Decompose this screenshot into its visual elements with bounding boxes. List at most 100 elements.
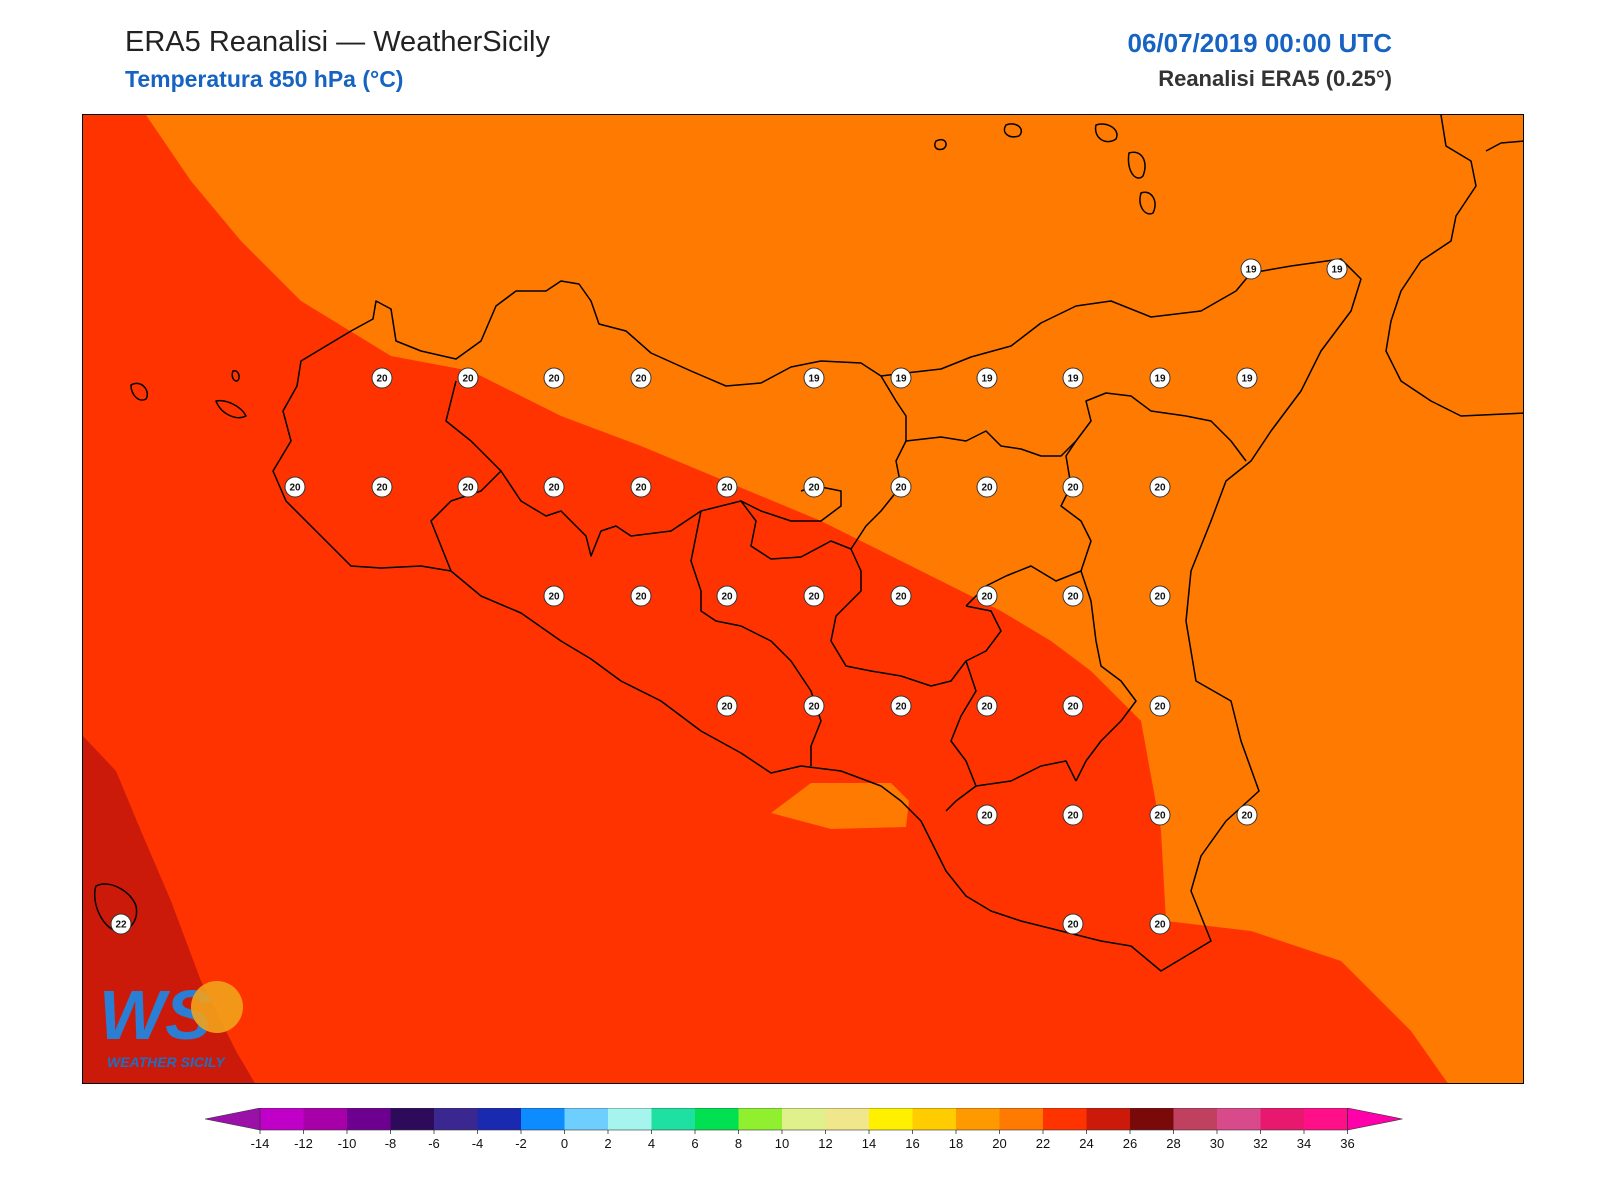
colorbar-tick-label: -2 [515,1136,527,1151]
station-circle [371,367,393,389]
station-marker: 20 [890,476,912,498]
station-marker: 20 [976,804,998,826]
colorbar-tick-label: 30 [1210,1136,1224,1151]
station-circle [803,476,825,498]
station-circle [630,367,652,389]
colorbar-segment [695,1108,739,1130]
colorbar-tick-label: 4 [648,1136,655,1151]
station-value: 20 [1067,702,1079,713]
station-circle [1062,804,1084,826]
band-18-20-north [146,115,1523,1083]
station-marker: 20 [457,476,479,498]
station-circle [1062,585,1084,607]
map-subtitle: Temperatura 850 hPa (°C) [125,66,404,92]
station-value: 20 [635,483,647,494]
weathersicily-logo: WS WEATHER SICILY [99,976,243,1070]
station-circle [543,585,565,607]
station-marker: 20 [457,367,479,389]
station-value: 19 [808,374,820,385]
station-value: 20 [721,592,733,603]
station-marker: 20 [890,695,912,717]
station-marker: 20 [803,476,825,498]
station-circle [1062,367,1084,389]
station-value: 20 [1067,811,1079,822]
colorbar-tick-label: -4 [472,1136,484,1151]
station-value: 20 [808,483,820,494]
station-values: 19 19 20 20 20 20 19 19 19 19 19 19 20 20 20 20 20 20 20 20… [110,258,1348,935]
station-circle [890,585,912,607]
station-value: 20 [635,592,647,603]
station-value: 20 [1154,592,1166,603]
colorbar-segment [1304,1108,1348,1130]
station-circle [976,367,998,389]
station-value: 20 [548,483,560,494]
station-circle [803,585,825,607]
band-22-24 [83,736,255,1083]
station-value: 20 [721,702,733,713]
station-value: 20 [981,811,993,822]
colorbar-tick-label: 26 [1123,1136,1137,1151]
station-marker: 19 [976,367,998,389]
station-marker: 20 [1062,913,1084,935]
colorbar-segment [260,1108,304,1130]
station-circle [1062,695,1084,717]
colorbar-tick-label: 22 [1036,1136,1050,1151]
station-marker: 19 [1236,367,1258,389]
colorbar-segment [564,1108,609,1130]
station-circle [803,367,825,389]
station-marker: 22 [110,913,132,935]
station-circle [371,476,393,498]
station-value: 20 [376,374,388,385]
station-circle [1149,367,1171,389]
station-marker: 20 [1149,695,1171,717]
station-value: 20 [1154,483,1166,494]
station-marker: 19 [890,367,912,389]
colorbar-tick-label: 0 [561,1136,568,1151]
station-circle [716,585,738,607]
station-value: 19 [895,374,907,385]
colorbar-tick-label: -10 [338,1136,357,1151]
colorbar-segment [521,1108,565,1130]
colorbar-tick-label: 32 [1253,1136,1267,1151]
colorbar-segment [1260,1108,1305,1130]
station-marker: 20 [371,476,393,498]
station-value: 20 [462,483,474,494]
station-value: 20 [1154,702,1166,713]
station-circle [976,804,998,826]
map-title: ERA5 Reanalisi — WeatherSicily [125,26,550,58]
station-value: 19 [1241,374,1253,385]
station-marker: 20 [630,585,652,607]
station-marker: 20 [803,585,825,607]
station-circle [1149,804,1171,826]
map-datetime: 06/07/2019 00:00 UTC [1127,28,1392,58]
station-circle [803,695,825,717]
station-circle [1149,695,1171,717]
colorbar-tick-label: 6 [691,1136,698,1151]
station-circle [457,476,479,498]
station-circle [630,476,652,498]
station-value: 20 [289,483,301,494]
colorbar-segment [956,1108,1000,1130]
colorbar-tick-label: 14 [862,1136,876,1151]
station-marker: 20 [716,585,738,607]
station-marker: 20 [1062,476,1084,498]
station-value: 20 [1154,811,1166,822]
colorbar-tick-label: 2 [604,1136,611,1151]
map-frame: 19 19 20 20 20 20 19 19 19 19 19 19 20 20 20 20 20 20 20 20… [82,114,1524,1084]
station-value: 20 [635,374,647,385]
colorbar-segment [825,1108,870,1130]
colorbar: -14 -12 -10 -8 -6 -4 -2 0 2 4 6 8 10 12 14 16 18 20 22 24 26… [205,1108,1403,1151]
colorbar-segment [347,1108,391,1130]
station-marker: 19 [1149,367,1171,389]
station-value: 20 [981,592,993,603]
colorbar-segment [1086,1108,1131,1130]
colorbar-segment [477,1108,522,1130]
colorbar-tick-label: 12 [818,1136,832,1151]
station-value: 19 [1154,374,1166,385]
station-circle [976,585,998,607]
station-marker: 20 [1149,804,1171,826]
colorbar-border [259,1108,1348,1131]
station-circle [890,367,912,389]
colorbar-segment [1130,1108,1174,1130]
station-marker: 19 [1326,258,1348,280]
